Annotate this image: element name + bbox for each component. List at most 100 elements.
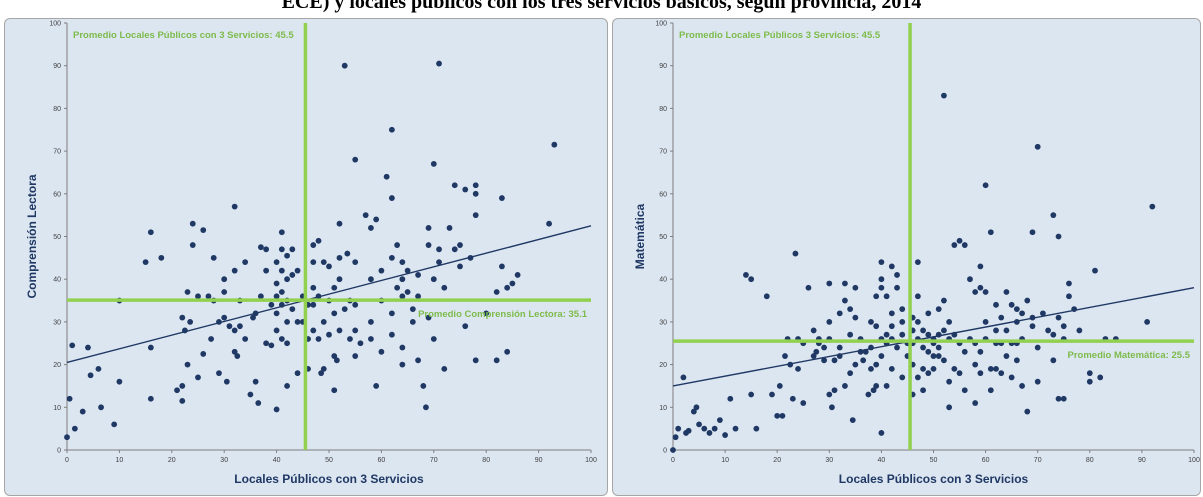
cl-data-point (457, 263, 463, 270)
cl-data-point (326, 331, 332, 338)
mat-data-point (987, 365, 994, 372)
cl-data-point (423, 404, 429, 411)
cl-data-point (472, 357, 479, 364)
mat-y-tick-label: 20 (659, 362, 667, 369)
cl-y-tick-label: 70 (53, 149, 61, 156)
mat-data-point (865, 391, 872, 398)
cl-data-point (320, 259, 327, 266)
mat-y-tick-label: 100 (655, 21, 667, 28)
cl-y-tick-label: 20 (53, 362, 61, 369)
mat-data-point (813, 348, 820, 355)
cl-trendline (66, 225, 592, 364)
mat-data-point (972, 289, 979, 295)
cl-data-point (189, 242, 196, 248)
mat-data-point (956, 370, 963, 377)
cl-data-point (179, 397, 186, 404)
mat-data-point (821, 344, 827, 351)
cl-y-tick-label: 30 (53, 319, 61, 326)
mat-data-point (795, 365, 801, 372)
cl-data-point (352, 353, 359, 359)
cl-data-point (79, 408, 86, 415)
mat-data-point (852, 361, 859, 368)
mat-x-tick-label: 80 (1086, 457, 1094, 464)
cl-data-point (331, 284, 338, 291)
cl-data-point (388, 331, 395, 338)
mat-data-point (873, 293, 880, 300)
cl-x-average-label: Promedio Locales Públicos con 3 Servicio… (73, 30, 294, 41)
cl-data-point (446, 225, 453, 231)
cl-data-point (551, 141, 558, 148)
mat-data-point (782, 353, 788, 359)
cl-data-point (333, 357, 340, 364)
chart-panel-matematica (612, 18, 1201, 496)
mat-data-point (982, 289, 989, 295)
mat-data-point (847, 370, 854, 377)
cl-data-point (399, 276, 406, 283)
cl-data-point (284, 319, 290, 325)
cl-data-point (278, 246, 285, 253)
cl-data-point (378, 348, 385, 355)
mat-data-point (873, 323, 880, 330)
mat-data-point (696, 421, 702, 428)
cl-data-point (284, 252, 290, 259)
cl-data-point (436, 60, 442, 67)
cl-data-point (158, 254, 165, 261)
mat-data-point (690, 408, 697, 415)
mat-data-point (935, 353, 942, 359)
mat-data-point (987, 229, 994, 236)
cl-data-point (457, 242, 463, 248)
cl-data-point (66, 395, 73, 402)
mat-data-point (941, 297, 947, 304)
cl-data-point (116, 378, 123, 385)
cl-data-point (289, 306, 296, 312)
mat-data-point (701, 425, 708, 432)
cl-x-tick-label: 20 (168, 457, 176, 464)
mat-data-point (883, 383, 890, 389)
mat-data-point (961, 242, 968, 248)
cl-data-point (493, 289, 500, 295)
cl-data-point (278, 336, 285, 342)
cl-data-point (234, 353, 241, 359)
cl-data-point (231, 348, 238, 355)
cl-data-point (546, 220, 552, 227)
mat-data-point (878, 284, 885, 291)
mat-data-point (1149, 203, 1156, 210)
mat-data-point (883, 331, 890, 338)
mat-y-tick-label: 30 (659, 319, 667, 326)
mat-data-point (956, 237, 963, 244)
cl-data-point (205, 293, 212, 300)
cl-data-point (310, 242, 317, 248)
cl-data-point (231, 203, 238, 210)
cl-data-point (415, 293, 421, 300)
cl-y-tick-label: 80 (53, 106, 61, 113)
mat-data-point (680, 374, 687, 381)
mat-data-point (675, 425, 682, 432)
mat-data-point (826, 319, 833, 325)
mat-data-point (930, 353, 937, 359)
cl-data-point (142, 259, 149, 266)
mat-data-point (1013, 357, 1020, 364)
cl-data-point (221, 276, 228, 283)
cl-data-point (388, 254, 395, 261)
cl-data-point (195, 293, 201, 300)
mat-data-point (1060, 323, 1067, 330)
cl-data-point (263, 340, 270, 347)
cl-data-point (263, 267, 270, 274)
mat-y-tick-label: 0 (663, 448, 667, 455)
mat-data-point (925, 310, 932, 317)
mat-data-point (1003, 289, 1010, 295)
cl-data-point (273, 406, 280, 413)
cl-data-point (273, 259, 280, 266)
cl-data-point (368, 276, 374, 283)
cl-data-point (237, 323, 243, 330)
cl-data-point (362, 212, 369, 219)
mat-y-tick-label: 90 (659, 63, 667, 70)
cl-data-point (320, 319, 327, 325)
mat-data-point (1097, 374, 1104, 381)
mat-data-point (826, 391, 833, 398)
mat-data-point (920, 344, 926, 351)
cl-data-point (493, 357, 500, 364)
mat-x-tick-label: 30 (825, 457, 833, 464)
cl-data-point (436, 246, 442, 253)
cl-x-tick-label: 30 (220, 457, 228, 464)
